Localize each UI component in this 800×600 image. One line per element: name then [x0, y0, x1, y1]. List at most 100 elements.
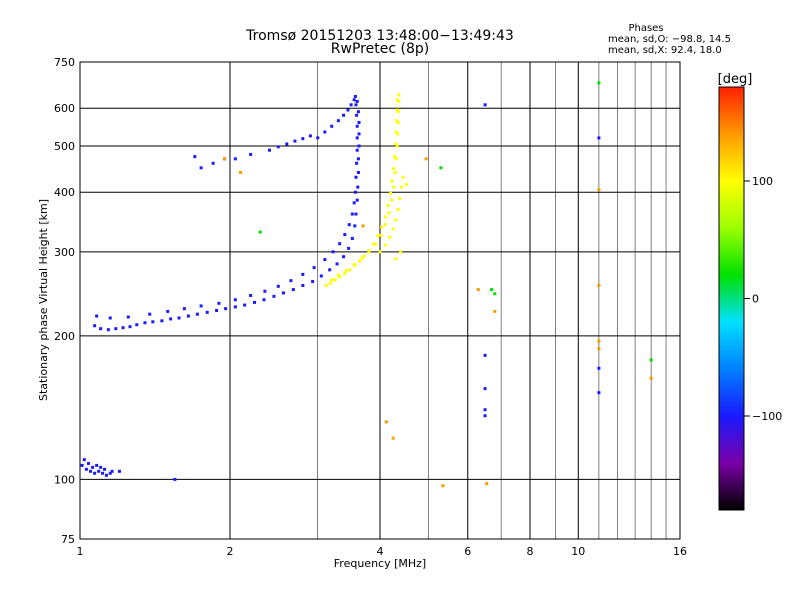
data-point	[89, 469, 93, 473]
data-points	[80, 81, 653, 488]
y-tick-label: 75	[61, 533, 75, 546]
phases-heading: Phases	[628, 23, 663, 34]
data-point	[169, 317, 173, 321]
data-point	[395, 144, 399, 148]
data-point	[394, 142, 398, 146]
data-point	[108, 316, 112, 320]
data-point	[205, 310, 209, 314]
data-point	[91, 465, 95, 469]
data-point	[353, 224, 357, 228]
y-tick-label: 600	[54, 102, 75, 115]
data-point	[182, 307, 186, 311]
data-point	[483, 387, 487, 391]
data-point	[316, 136, 320, 140]
data-point	[350, 236, 354, 240]
data-point	[217, 301, 221, 305]
data-point	[95, 314, 99, 318]
data-point	[393, 155, 397, 159]
data-point	[483, 103, 487, 107]
data-point	[106, 328, 110, 332]
data-point	[173, 477, 177, 481]
data-point	[386, 204, 390, 208]
data-point	[357, 132, 361, 136]
data-point	[338, 242, 342, 246]
data-point	[263, 289, 267, 293]
data-point	[276, 145, 280, 149]
y-axis-label: Stationary phase Virtual Height [km]	[37, 199, 50, 401]
data-point	[93, 324, 97, 328]
data-point	[597, 283, 601, 287]
data-point	[395, 119, 399, 123]
data-point	[597, 391, 601, 395]
data-point	[126, 315, 130, 319]
data-point	[395, 108, 399, 112]
x-axis-ticks: 1 2 4 6 8 10 16	[77, 545, 688, 558]
data-point	[104, 473, 108, 477]
y-tick-label: 200	[54, 330, 75, 343]
data-point	[394, 257, 398, 261]
data-point	[267, 148, 271, 152]
data-point	[597, 136, 601, 140]
data-point	[378, 250, 382, 254]
data-point	[396, 121, 400, 125]
colorbar-tick-label: 100	[752, 175, 773, 188]
data-point	[392, 167, 396, 171]
data-point	[346, 108, 350, 112]
colorbar-tick-label: −100	[752, 410, 782, 423]
data-point	[348, 268, 352, 272]
data-point	[355, 161, 359, 165]
phases-o-stats: mean, sd,O: −98.8, 14.5	[608, 34, 731, 45]
data-point	[243, 303, 247, 307]
chart-subtitle: RwPretec (8p)	[331, 41, 429, 57]
data-point	[399, 250, 403, 254]
data-point	[330, 124, 334, 128]
data-point	[301, 137, 305, 141]
data-point	[350, 212, 354, 216]
y-tick-label: 750	[54, 56, 75, 69]
data-point	[160, 319, 164, 323]
data-point	[233, 305, 237, 309]
data-point	[328, 281, 332, 285]
data-point	[361, 224, 365, 228]
data-point	[344, 269, 348, 273]
y-tick-label: 100	[54, 473, 75, 486]
data-point	[379, 233, 383, 237]
data-point	[424, 157, 428, 161]
data-point	[336, 273, 340, 277]
colorbar-ticks: −100 0 100	[744, 175, 782, 423]
data-point	[108, 471, 112, 475]
data-point	[99, 327, 103, 331]
colorbar-label: [deg]	[718, 72, 753, 87]
data-point	[397, 99, 401, 103]
data-point	[383, 243, 387, 247]
data-point	[193, 155, 197, 159]
data-point	[649, 358, 653, 362]
data-point	[358, 259, 362, 263]
data-point	[262, 298, 266, 302]
grid-lines	[80, 62, 680, 539]
data-point	[357, 144, 361, 148]
data-point	[597, 81, 601, 85]
data-point	[391, 227, 395, 231]
data-point	[352, 98, 356, 102]
data-point	[253, 300, 257, 304]
colorbar-tick-label: 0	[752, 293, 759, 306]
data-point	[342, 113, 346, 117]
data-point	[258, 230, 262, 234]
data-point	[114, 327, 118, 331]
data-point	[289, 279, 293, 283]
data-point	[319, 274, 323, 278]
data-point	[357, 121, 361, 125]
data-point	[483, 414, 487, 418]
data-point	[356, 185, 360, 189]
data-point	[355, 124, 359, 128]
data-point	[354, 175, 358, 179]
data-point	[249, 293, 253, 297]
data-point	[97, 469, 101, 473]
data-point	[397, 93, 401, 97]
data-point	[493, 292, 497, 296]
data-point	[394, 157, 398, 161]
data-point	[394, 130, 398, 134]
data-point	[135, 323, 139, 327]
data-point	[308, 134, 312, 138]
